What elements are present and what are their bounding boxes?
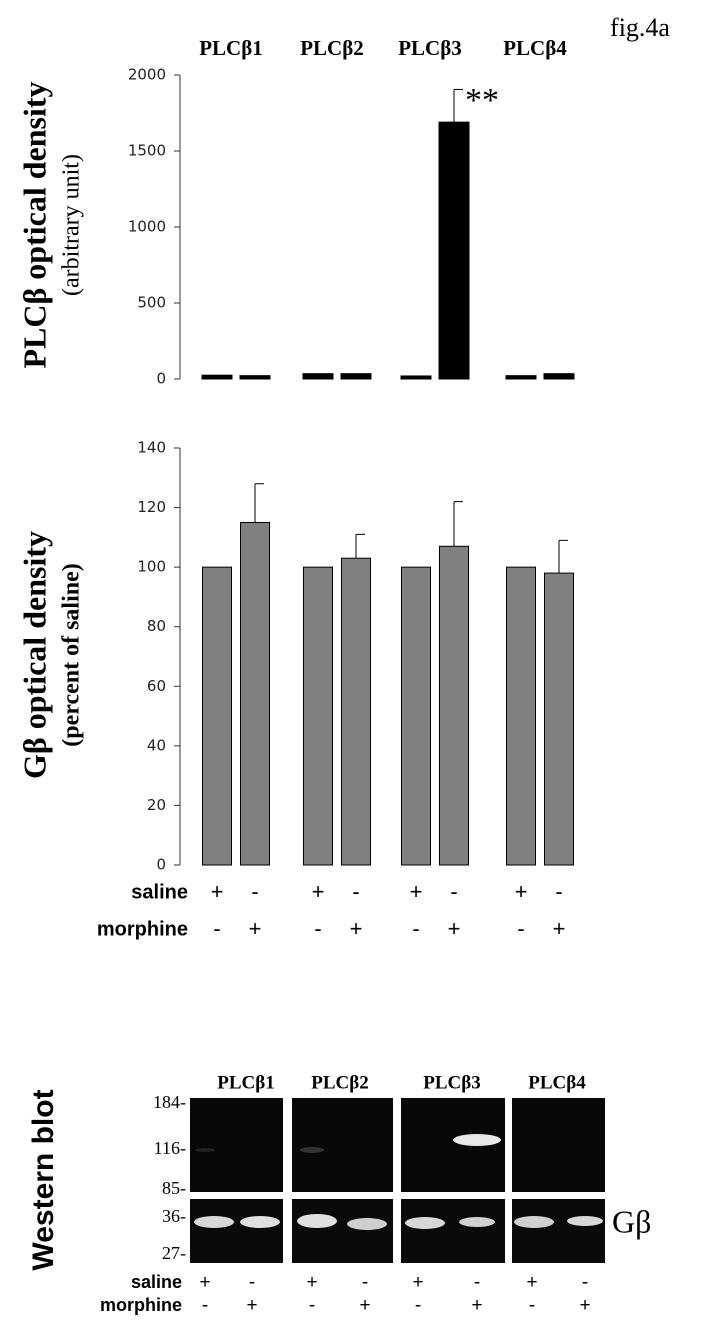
- row-sign: -: [450, 879, 457, 904]
- blot-row-sign: +: [471, 1295, 482, 1316]
- bar: [240, 376, 270, 379]
- band-label: Gβ: [612, 1203, 651, 1239]
- bar: [544, 374, 574, 379]
- row-sign: +: [448, 916, 461, 941]
- y-tick-label: 120: [137, 498, 166, 516]
- y-tick-label: 1000: [128, 218, 166, 236]
- bar: [304, 567, 333, 865]
- blot-row-label: morphine: [100, 1295, 182, 1315]
- y-axis-sublabel: (percent of saline): [59, 563, 85, 747]
- bar: [303, 374, 333, 379]
- y-tick-label: 1500: [128, 142, 166, 160]
- row-sign: -: [251, 879, 258, 904]
- bar: [506, 376, 536, 379]
- figure: fig.4a 0500100015002000PLCβ optical dens…: [0, 0, 711, 1324]
- annotation: **: [465, 82, 499, 119]
- row-sign: -: [412, 916, 419, 941]
- blot-row-sign: +: [359, 1295, 370, 1316]
- blot-row-sign: +: [412, 1272, 423, 1293]
- blot-group-label: PLCβ4: [528, 1072, 586, 1093]
- row-sign: -: [213, 916, 220, 941]
- blot-group-label: PLCβ1: [217, 1072, 275, 1093]
- blot-row-sign: -: [309, 1295, 315, 1316]
- blot-row-sign: -: [474, 1272, 480, 1293]
- blot-label: Western blot: [27, 1089, 60, 1270]
- blot-row-sign: -: [415, 1295, 421, 1316]
- y-tick-label: 500: [137, 294, 166, 312]
- y-axis-label: PLCβ optical density: [16, 81, 52, 368]
- row-sign: +: [350, 916, 363, 941]
- row-sign: +: [410, 879, 423, 904]
- figure-label: fig.4a: [610, 13, 670, 42]
- blot-marker: 184-: [153, 1092, 186, 1112]
- blot-row-sign: +: [306, 1272, 317, 1293]
- blot-row-sign: -: [249, 1272, 255, 1293]
- blot-row-sign: -: [529, 1295, 535, 1316]
- blot-group-label: PLCβ2: [311, 1072, 369, 1093]
- y-tick-label: 40: [147, 736, 166, 754]
- bar: [440, 546, 469, 865]
- bar: [202, 375, 232, 379]
- blot-panels: [190, 1098, 605, 1263]
- y-tick-label: 0: [156, 370, 166, 388]
- bar: [241, 522, 270, 865]
- blot-marker: 85-: [162, 1178, 186, 1198]
- bar: [507, 567, 536, 865]
- blot-row-label: saline: [131, 1272, 182, 1292]
- category-label: PLCβ2: [300, 36, 364, 60]
- bar: [341, 374, 371, 379]
- row-sign: -: [555, 879, 562, 904]
- blot-row-sign: +: [526, 1272, 537, 1293]
- row-sign: +: [553, 916, 566, 941]
- row-sign: +: [249, 916, 262, 941]
- page: {"figure_label": "fig.4a", "chart_data":…: [0, 0, 711, 1324]
- bar: [439, 122, 469, 379]
- row-sign: +: [312, 879, 325, 904]
- blot-row-sign: -: [582, 1272, 588, 1293]
- y-tick-label: 60: [147, 677, 166, 695]
- bar: [401, 376, 431, 379]
- blot-marker: 36-: [162, 1206, 186, 1226]
- row-sign: +: [211, 879, 224, 904]
- bar: [402, 567, 431, 865]
- row-sign: +: [515, 879, 528, 904]
- y-tick-label: 140: [137, 439, 166, 457]
- row-label: saline: [131, 881, 188, 903]
- row-sign: -: [314, 916, 321, 941]
- y-tick-label: 100: [137, 558, 166, 576]
- blot-marker: 27-: [162, 1243, 186, 1263]
- blot-marker: 116-: [154, 1138, 186, 1158]
- blot-row-sign: -: [202, 1295, 208, 1316]
- blot-group-label: PLCβ3: [423, 1072, 481, 1093]
- y-tick-label: 20: [147, 796, 166, 814]
- y-tick-label: 2000: [128, 66, 166, 84]
- blot-row-sign: +: [246, 1295, 257, 1316]
- bar: [342, 558, 371, 865]
- row-sign: -: [352, 879, 359, 904]
- blot-row-sign: -: [362, 1272, 368, 1293]
- bar: [203, 567, 232, 865]
- row-label: morphine: [97, 918, 188, 940]
- y-axis-label: Gβ optical density: [16, 531, 52, 779]
- y-axis-sublabel: (arbitrary unit): [59, 154, 85, 296]
- blot-row-sign: +: [579, 1295, 590, 1316]
- category-label: PLCβ1: [199, 36, 263, 60]
- blot-row-sign: +: [199, 1272, 210, 1293]
- bar: [545, 573, 574, 865]
- category-label: PLCβ4: [503, 36, 567, 60]
- row-sign: -: [517, 916, 524, 941]
- category-label: PLCβ3: [398, 36, 462, 60]
- y-tick-label: 80: [147, 617, 166, 635]
- y-tick-label: 0: [156, 856, 166, 874]
